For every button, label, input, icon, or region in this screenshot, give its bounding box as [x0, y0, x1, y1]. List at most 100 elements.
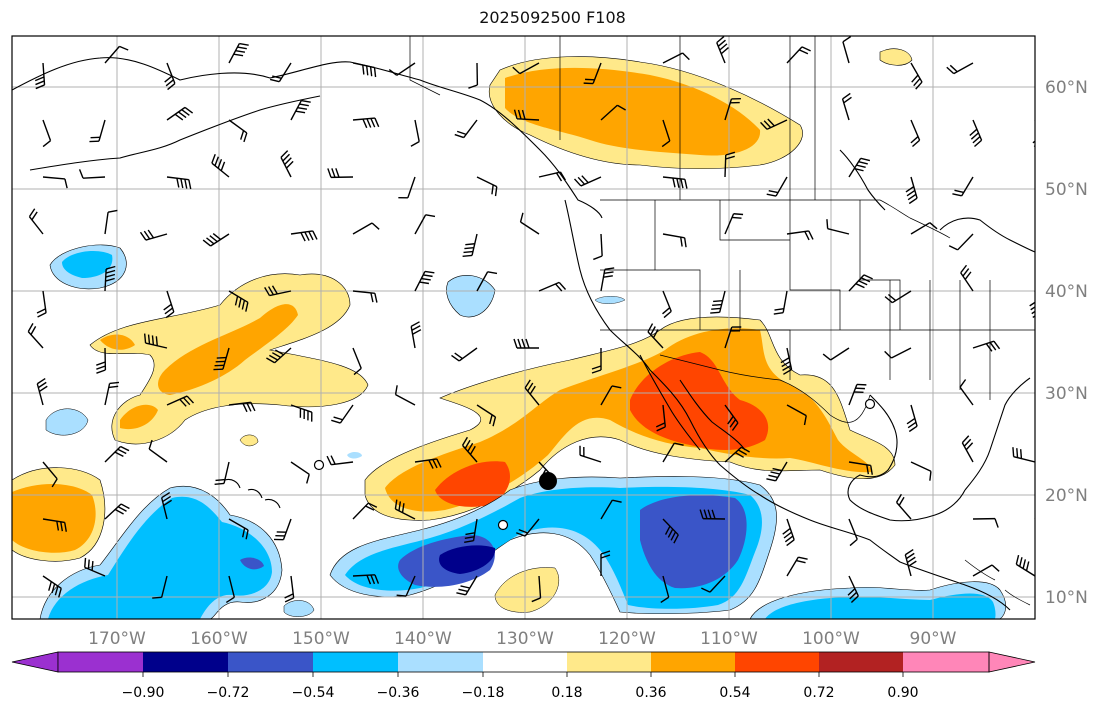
- wind-barb: [847, 575, 859, 603]
- wind-barb: [516, 518, 540, 537]
- wind-barb: [104, 381, 120, 406]
- wind-barb: [701, 575, 726, 593]
- wind-barb: [290, 461, 310, 484]
- wind-barb: [531, 575, 542, 603]
- wind-barb: [104, 265, 116, 292]
- wind-barb: [394, 385, 416, 406]
- wind-barb: [454, 119, 478, 139]
- wind-barb: [352, 117, 380, 129]
- coast-gulf: [847, 394, 966, 522]
- coast-baja: [639, 354, 746, 451]
- anomaly-blue-sw: [48, 496, 272, 619]
- wind-barb: [352, 222, 380, 235]
- colorbar-bin: [228, 652, 313, 672]
- wind-barb: [476, 176, 498, 197]
- colorbar-tick-label: 0.54: [719, 685, 750, 701]
- lon-label: 110°W: [700, 629, 758, 649]
- wind-barb: [104, 445, 130, 463]
- wind-barb: [139, 229, 168, 241]
- anomaly-yellow-small-dot: [239, 434, 259, 447]
- colorbar: −0.90 −0.72 −0.54 −0.36 −0.18 0.18 0.36 …: [11, 651, 1036, 701]
- coast-florida: [964, 377, 1031, 491]
- wind-barb: [660, 575, 670, 604]
- wind-barb: [28, 208, 44, 235]
- wind-barb: [331, 404, 354, 424]
- wind-barb: [36, 290, 47, 318]
- wind-barb: [600, 499, 622, 520]
- colorbar-bin: [651, 652, 735, 672]
- colorbar-bin: [313, 652, 398, 672]
- wind-barb: [476, 271, 498, 292]
- wind-barb: [895, 493, 912, 520]
- wind-barb: [647, 323, 664, 349]
- lon-label: 170°W: [88, 629, 146, 649]
- wind-barb: [786, 230, 814, 241]
- wind-barb: [269, 62, 292, 83]
- borders: [409, 36, 1035, 606]
- colorbar-tick-label: 0.90: [887, 685, 918, 701]
- wind-barbs: [27, 36, 1035, 604]
- wind-barb: [202, 232, 230, 247]
- wind-barb: [352, 502, 378, 520]
- wind-barb: [513, 338, 539, 349]
- lat-label: 40°N: [1045, 282, 1088, 302]
- anomaly-lightblue-tiny-west: [45, 408, 89, 436]
- lat-label: 60°N: [1045, 78, 1088, 98]
- wind-barb: [461, 436, 478, 463]
- wind-barb: [410, 321, 422, 349]
- wind-barb: [826, 219, 850, 235]
- colorbar-bin: [58, 652, 143, 672]
- wind-barb: [655, 404, 666, 432]
- wind-barb: [388, 62, 416, 76]
- colorbar-bin: [483, 652, 567, 672]
- wind-barb: [166, 176, 192, 190]
- lon-label: 160°W: [190, 629, 248, 649]
- wind-barb: [583, 62, 602, 85]
- colorbar-tick-label: 0.18: [551, 685, 582, 701]
- wind-barb: [414, 458, 442, 469]
- wind-barb: [766, 461, 788, 482]
- wind-barb: [662, 176, 688, 189]
- wind-barb: [211, 154, 230, 178]
- wind-barb: [848, 383, 867, 406]
- wind-barb: [326, 455, 354, 466]
- wind-barb: [164, 62, 176, 91]
- coast-great-lakes: [939, 217, 1035, 253]
- wind-barb: [904, 548, 917, 577]
- wind-barb: [662, 518, 679, 544]
- wind-barb: [166, 395, 195, 407]
- lon-label: 90°W: [910, 629, 957, 649]
- wind-barb: [600, 550, 611, 576]
- wind-barb: [842, 36, 852, 64]
- colorbar-max-extend: [988, 651, 1036, 673]
- wind-barb: [476, 404, 497, 427]
- wind-barb: [773, 290, 788, 315]
- wind-barb: [600, 104, 626, 121]
- wind-barb: [513, 109, 540, 121]
- wind-barb: [394, 499, 416, 520]
- wind-barb: [225, 575, 236, 604]
- wind-barb: [786, 556, 808, 577]
- wind-barb: [290, 230, 318, 242]
- wind-barb: [724, 98, 741, 121]
- wind-barb: [284, 575, 295, 603]
- colorbar-bin: [143, 652, 228, 672]
- map-frame: [11, 35, 1036, 620]
- wind-barb: [1015, 554, 1035, 577]
- wind-barb: [462, 233, 478, 258]
- anomaly-yellow-ne: [879, 48, 913, 66]
- wind-barb: [786, 46, 811, 64]
- colorbar-bin: [735, 652, 819, 672]
- colorbar-bin: [398, 652, 483, 672]
- wind-barb: [163, 290, 175, 319]
- negative-anomaly-fill: [39, 244, 1007, 619]
- wind-barb: [166, 106, 194, 121]
- border-central-america: [964, 559, 1031, 606]
- wind-barb: [972, 564, 1000, 577]
- wind-barb: [538, 281, 567, 292]
- wind-barb: [910, 222, 938, 235]
- lat-label: 20°N: [1045, 486, 1088, 506]
- wind-barb: [724, 404, 739, 431]
- wind-barb: [214, 461, 230, 486]
- wind-barb: [89, 119, 106, 143]
